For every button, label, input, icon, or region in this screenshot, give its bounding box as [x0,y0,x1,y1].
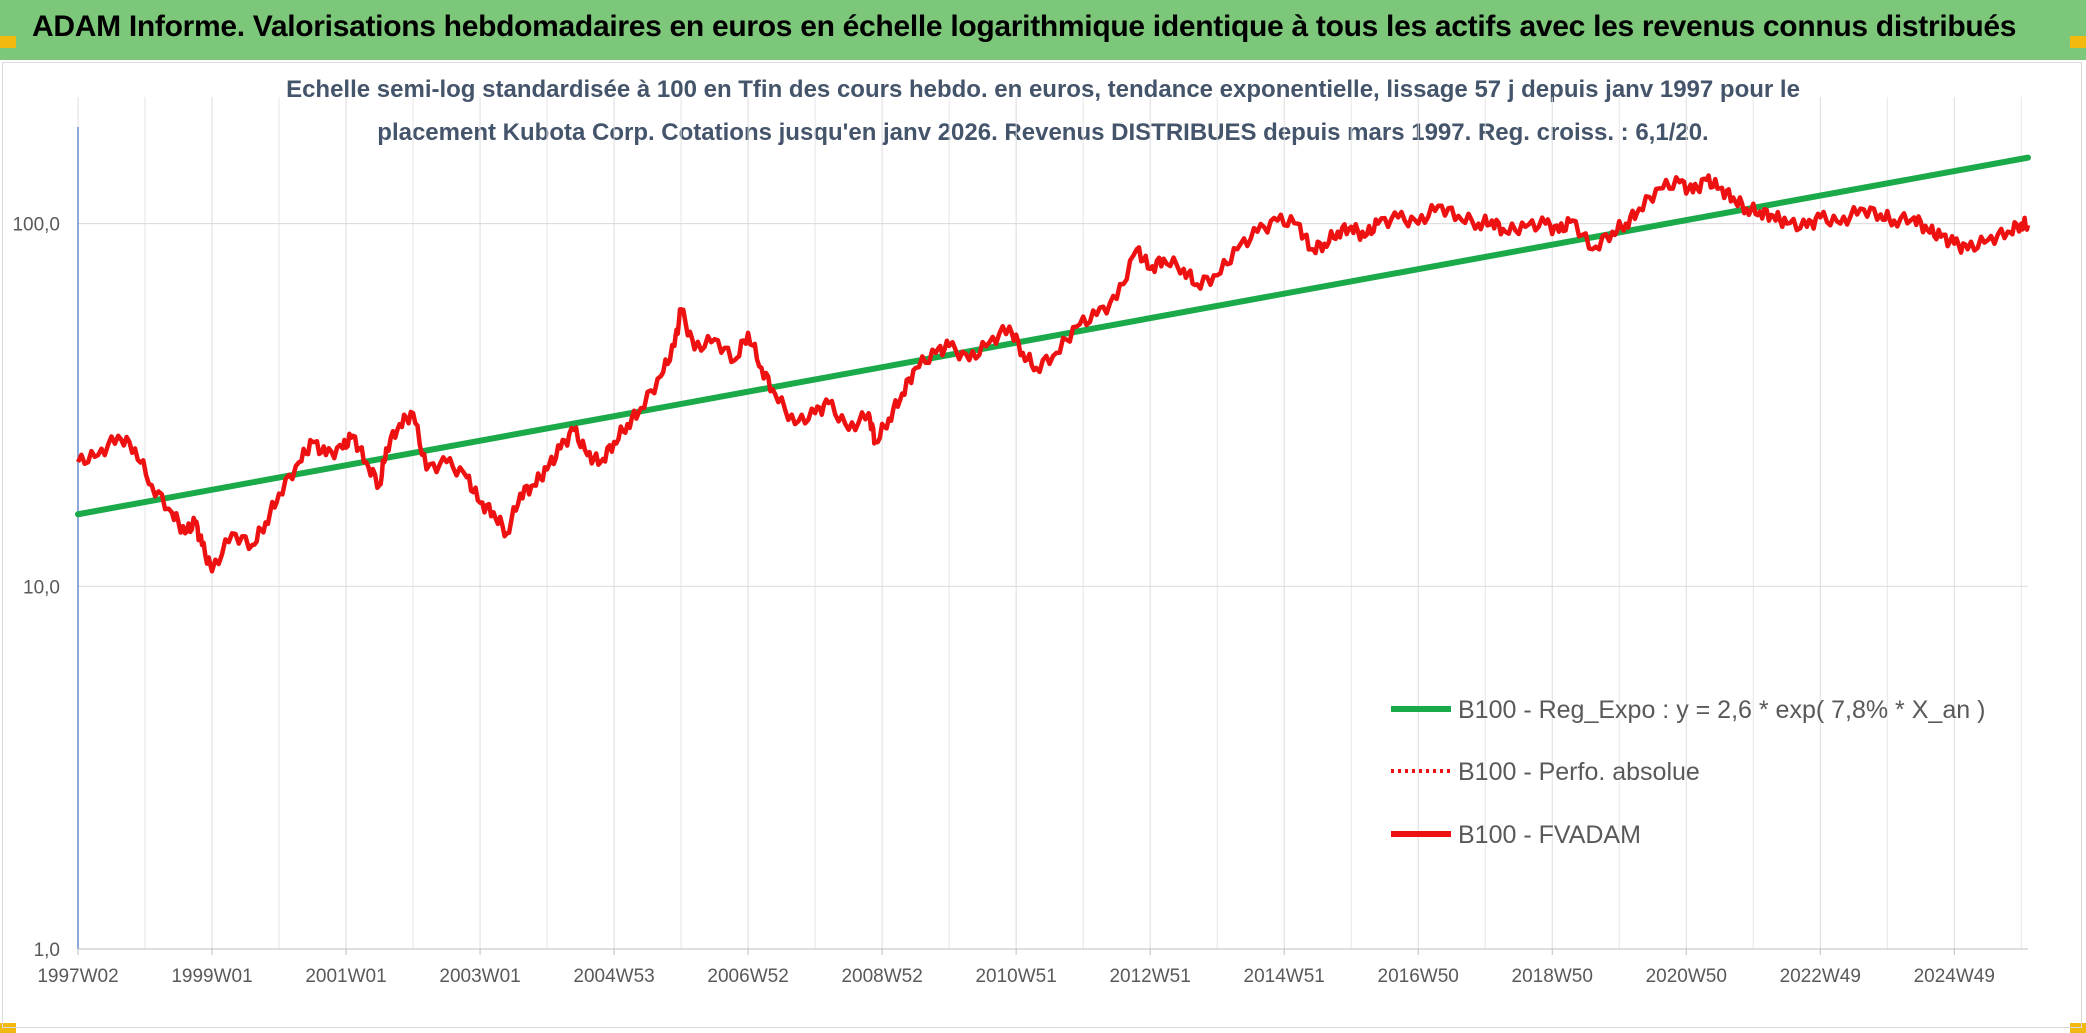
chart-grid [77,97,2028,950]
x-tick-label: 2003W01 [439,966,520,987]
x-tick-label: 2022W49 [1780,966,1861,987]
x-tick-label: 2016W50 [1378,966,1459,987]
x-tick-label: 2006W52 [707,966,788,987]
chart-frame: Echelle semi-log standardisée à 100 en T… [2,62,2082,1028]
x-tick-label: 2018W50 [1512,966,1593,987]
x-tick-label: 2004W53 [573,966,654,987]
right-corner-accent [2070,36,2086,48]
chart-subtitle: Echelle semi-log standardisée à 100 en T… [286,76,1800,146]
legend-label: B100 - FVADAM [1458,821,1641,849]
header-bar: ADAM Informe. Valorisations hebdomadaire… [0,0,2086,60]
legend-item-perf: B100 - Perfo. absolue [1391,758,1700,786]
y-tick-label: 1,0 [34,940,60,961]
x-tick-label: 2012W51 [1109,966,1190,987]
chart: Echelle semi-log standardisée à 100 en T… [12,76,2031,987]
x-tick-label: 1997W02 [37,966,118,987]
bottom-left-corner-accent [0,1023,16,1033]
x-tick-label: 2010W51 [975,966,1056,987]
legend-label: B100 - Perfo. absolue [1458,758,1700,786]
regression-series-line [75,154,2031,518]
chart-subtitle-line: Echelle semi-log standardisée à 100 en T… [286,76,1800,103]
fvadam-series-line [75,173,2031,574]
chart-series [75,154,2031,574]
x-tick-label: 2014W51 [1244,966,1325,987]
page-title: ADAM Informe. Valorisations hebdomadaire… [32,10,2017,43]
y-tick-label: 100,0 [12,215,60,236]
chart-legend: B100 - Reg_Expo : y = 2,6 * exp( 7,8% * … [1391,696,1985,849]
chart-subtitle-line: placement Kubota Corp. Cotations jusqu'e… [377,119,1708,146]
x-tick-label: 2001W01 [305,966,386,987]
legend-item-fvadam: B100 - FVADAM [1391,821,1641,849]
bottom-right-corner-accent [2070,1023,2086,1033]
x-tick-label: 2024W49 [1914,966,1995,987]
y-tick-label: 10,0 [23,577,60,598]
legend-label: B100 - Reg_Expo : y = 2,6 * exp( 7,8% * … [1458,696,1985,724]
chart-axes: 1,0 10,0 100,0 1997W02 1999W01 2001W01 2003W01… [12,127,2028,987]
x-tick-label: 1999W01 [171,966,252,987]
legend-item-regression: B100 - Reg_Expo : y = 2,6 * exp( 7,8% * … [1391,696,1985,724]
left-corner-accent [0,36,16,48]
x-tick-label: 2020W50 [1646,966,1727,987]
x-tick-label: 2008W52 [841,966,922,987]
